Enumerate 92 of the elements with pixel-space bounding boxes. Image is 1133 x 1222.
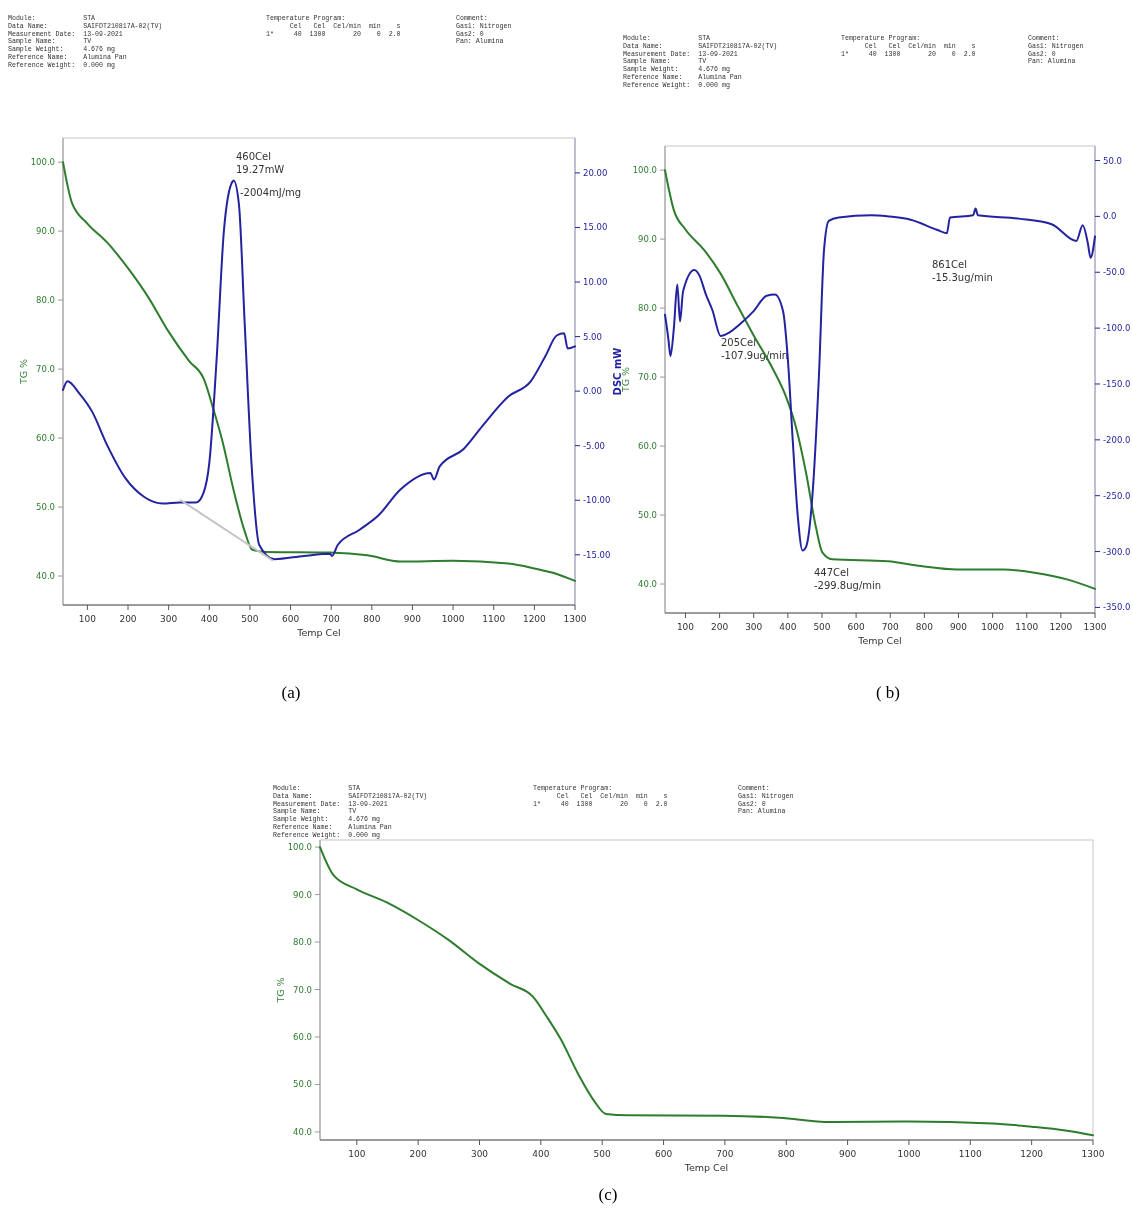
x-tick-label: 1000 [441,614,465,624]
y-axis-title: TG % [275,977,286,1004]
y-tick-label: 100.0 [287,842,312,853]
x-tick-label: 200 [409,1149,428,1159]
y-tick-label: 70.0 [36,364,55,375]
text: ( b) [875,683,901,702]
x-tick-label: 400 [779,622,797,632]
x-tick-label: 800 [363,614,381,624]
y2-tick-label: 0.0 [1103,211,1117,222]
x-tick-label: 500 [593,1149,612,1159]
y2-tick-label: -5.00 [583,440,605,451]
x-tick-label: 1300 [1081,1149,1105,1159]
y-tick-label: 90.0 [36,226,55,237]
y-tick-label: 100.0 [632,165,657,176]
x-tick-label: 1300 [1083,622,1107,632]
annotation: 861Cel -15.3ug/min [932,259,993,283]
y-tick-label: 100.0 [30,157,55,168]
x-tick-label: 1100 [1015,622,1039,632]
annotation: 447Cel -299.8ug/min [814,567,882,591]
x-axis-title: Temp Cel [683,1162,729,1173]
y-tick-label: 70.0 [638,372,657,383]
y-tick-label: 80.0 [36,295,55,306]
x-tick-label: 1200 [1049,622,1073,632]
x-tick-label: 900 [403,614,422,624]
text: (c) [598,1185,618,1204]
y-axis-title: TG % [18,358,29,386]
text: (a) [281,683,301,702]
y-tick-label: 60.0 [293,1031,312,1042]
y2-tick-label: 20.00 [583,167,608,178]
x-axis-title: Temp Cel [857,635,902,646]
x-tick-label: 100 [348,1149,366,1159]
x-tick-label: 100 [676,622,695,632]
x-tick-label: 1100 [482,614,506,624]
x-tick-label: 700 [716,1149,734,1159]
x-tick-label: 700 [881,622,900,632]
x-tick-label: 1000 [981,622,1005,632]
x-tick-label: 1300 [563,614,587,624]
y2-tick-label: -15.00 [583,549,611,560]
x-tick-label: 1200 [522,614,547,624]
x-tick-label: 900 [839,1149,857,1159]
y2-tick-label: -10.00 [583,495,611,506]
y2-tick-label: 50.0 [1103,155,1122,166]
x-tick-label: 600 [654,1149,673,1159]
y2-tick-label: -150.0 [1103,378,1131,389]
y-tick-label: 90.0 [638,234,657,245]
x-tick-label: 600 [847,622,865,632]
x-tick-label: 200 [119,614,137,624]
x-tick-label: 1100 [958,1149,983,1159]
line-series [664,169,1096,590]
y-tick-label: 80.0 [638,303,657,314]
x-axis-title: Temp Cel [296,627,341,638]
x-tick-label: 800 [915,622,934,632]
y-tick-label: 70.0 [293,984,312,995]
x-tick-label: 600 [281,614,300,624]
x-tick-label: 1200 [1020,1149,1044,1159]
y2-tick-label: -200.0 [1103,434,1131,445]
y-tick-label: 50.0 [36,502,55,513]
x-tick-label: 900 [949,622,968,632]
x-tick-label: 400 [200,614,219,624]
x-tick-label: 500 [813,622,831,632]
y2-tick-label: 15.00 [583,222,608,233]
y-tick-label: 40.0 [36,571,55,582]
y-tick-label: 60.0 [36,433,55,444]
line-series [319,846,1094,1137]
y-tick-label: 50.0 [638,510,657,521]
y-tick-label: 80.0 [293,937,312,948]
annotation: 460Cel 19.27mW [236,151,285,175]
y2-tick-label: 10.00 [583,277,608,288]
y-tick-label: 40.0 [293,1126,312,1137]
y2-tick-label: -250.0 [1103,490,1131,501]
x-tick-label: 300 [470,1149,489,1159]
x-tick-label: 700 [322,614,341,624]
annotation: -2004mJ/mg [240,187,302,198]
x-tick-label: 200 [711,622,729,632]
y2-tick-label: -350.0 [1103,602,1131,613]
x-tick-label: 300 [745,622,763,632]
y-tick-label: 40.0 [638,579,657,590]
line-series [664,207,1096,552]
x-tick-label: 100 [78,614,97,624]
y2-tick-label: -300.0 [1103,546,1131,557]
x-tick-label: 300 [160,614,178,624]
y-tick-label: 60.0 [638,441,657,452]
y-tick-label: 90.0 [293,889,312,900]
x-tick-label: 500 [241,614,259,624]
y2-tick-label: 0.00 [583,386,602,397]
x-tick-label: 800 [777,1149,796,1159]
y-tick-label: 50.0 [293,1079,312,1090]
y2-tick-label: -100.0 [1103,323,1131,334]
y2-tick-label: 5.00 [583,331,602,342]
x-tick-label: 1000 [897,1149,921,1159]
x-tick-label: 400 [532,1149,550,1159]
y2-tick-label: -50.0 [1103,267,1125,278]
